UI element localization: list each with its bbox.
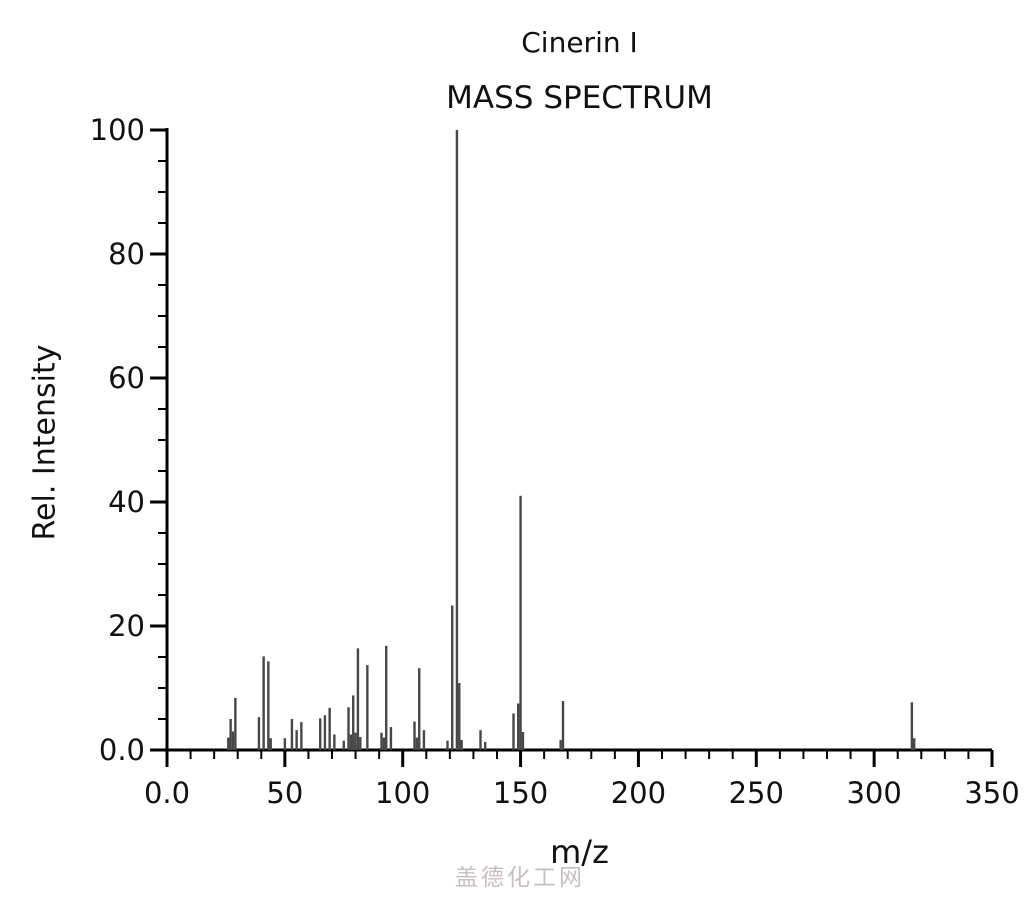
peak-bar — [460, 740, 463, 750]
x-tick-label: 250 — [729, 776, 784, 810]
peak-bar — [382, 737, 386, 750]
peak-bar — [354, 732, 357, 750]
peak-bar — [512, 713, 515, 750]
peak-bar — [910, 702, 914, 750]
peak-bar — [347, 707, 350, 750]
peak-bar — [479, 730, 482, 750]
peak-bar — [227, 737, 230, 750]
peak-bar — [415, 737, 419, 750]
peak-bar — [267, 661, 270, 750]
peak-bar — [359, 736, 362, 750]
peak-bar — [913, 738, 916, 750]
peak-bar — [328, 707, 331, 750]
peak-bar — [446, 740, 449, 750]
x-tick-label: 200 — [611, 776, 666, 810]
peak-bar — [257, 717, 261, 750]
peak-bar — [333, 734, 336, 750]
x-tick-label: 150 — [493, 776, 548, 810]
peak-bar — [519, 495, 522, 750]
peak-bar — [418, 668, 421, 750]
peak-bar — [349, 734, 353, 750]
peak-bar — [300, 722, 303, 750]
y-tick-label: 0.0 — [99, 733, 145, 767]
y-tick-label: 60 — [108, 361, 145, 395]
peak-bar — [366, 665, 369, 750]
x-tick-label: 50 — [266, 776, 303, 810]
peak-bar — [295, 730, 298, 750]
peak-bar — [458, 683, 461, 750]
chart-title: Cinerin I — [521, 26, 638, 59]
peak-bar — [413, 721, 416, 750]
peak-bar — [319, 718, 322, 750]
x-tick-label: 0.0 — [144, 776, 190, 810]
x-tick-label: 100 — [375, 776, 430, 810]
peak-bar — [559, 740, 562, 750]
peak-bar — [455, 130, 459, 750]
peak-bar — [234, 697, 237, 750]
peak-bar — [283, 738, 287, 750]
peak-bar — [262, 656, 265, 750]
y-tick-label: 100 — [90, 113, 145, 147]
x-axis-title: m/z — [550, 833, 609, 871]
peak-bar — [451, 605, 454, 750]
peak-bar — [290, 719, 294, 750]
peak-bar — [517, 703, 520, 750]
peak-bar — [231, 731, 235, 750]
peak-bar — [389, 727, 393, 750]
peak-bar — [352, 695, 355, 750]
y-tick-label: 40 — [108, 485, 145, 519]
peak-bar — [229, 719, 232, 750]
y-tick-label: 80 — [108, 237, 145, 271]
peak-bar — [561, 701, 565, 750]
watermark: 盖德化工网 — [455, 865, 585, 891]
chart-subtitle: MASS SPECTRUM — [446, 80, 713, 116]
peak-bar — [342, 740, 345, 750]
x-tick-label: 300 — [846, 776, 901, 810]
peak-bar — [323, 715, 327, 750]
y-tick-label: 20 — [108, 609, 145, 643]
peak-bar — [385, 645, 388, 750]
x-tick-label: 350 — [964, 776, 1019, 810]
peak-bar — [356, 648, 360, 750]
peak-bar — [269, 738, 272, 750]
peak-bar — [484, 741, 487, 750]
peak-bar — [422, 730, 426, 750]
peak-bar — [521, 732, 525, 750]
peak-bar — [380, 732, 383, 750]
